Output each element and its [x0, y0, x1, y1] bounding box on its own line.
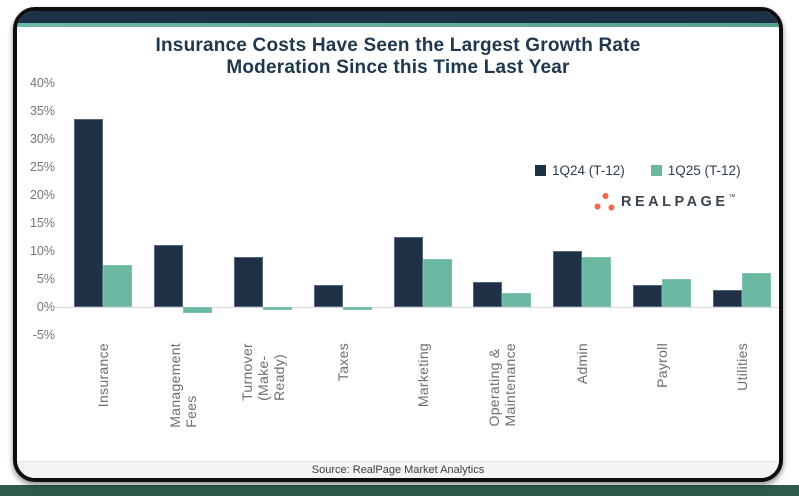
bar-1q24-marketing — [393, 237, 423, 307]
page-bottom-edge — [0, 485, 799, 496]
y-axis-tick-label: 15% — [29, 216, 55, 230]
realpage-logo-text: REALPAGE™ — [621, 193, 739, 210]
y-axis-tick-label: 0% — [36, 300, 55, 314]
legend-swatch-1q24 — [535, 165, 546, 176]
bar-1q25-payroll — [662, 279, 692, 307]
x-axis-label-taxes: Taxes — [334, 343, 351, 382]
legend-label-1q25: 1Q25 (T-12) — [667, 163, 741, 178]
chart-title: Insurance Costs Have Seen the Largest Gr… — [17, 35, 779, 79]
x-axis-label-insurance: Insurance — [94, 343, 111, 408]
bar-1q24-utilities — [713, 290, 743, 307]
bar-1q24-management — [153, 245, 183, 307]
y-axis-tick-label: 35% — [29, 104, 55, 118]
bar-1q25-taxes — [342, 307, 372, 310]
bar-1q25-management — [182, 307, 212, 313]
bar-1q24-insurance — [73, 119, 103, 307]
card-accent-line — [17, 23, 779, 27]
zero-axis-line — [55, 307, 779, 308]
x-axis-label-admin: Admin — [574, 343, 591, 385]
bar-1q24-turnover — [233, 256, 263, 307]
chart-legend: 1Q24 (T-12) 1Q25 (T-12) — [535, 163, 741, 178]
bar-1q24-operating- — [473, 281, 503, 307]
legend-item-1q25: 1Q25 (T-12) — [650, 163, 741, 178]
plot-area: 40% 35% 30% 25% 20% 15% 10% 5% 0% -5% Insurance Man… — [30, 76, 779, 428]
bar-1q25-operating- — [502, 293, 532, 307]
y-axis-tick-label: -5% — [32, 328, 55, 342]
chart-card: Insurance Costs Have Seen the Largest Gr… — [13, 7, 783, 482]
x-axis-label-marketing: Marketing — [414, 343, 431, 408]
legend-label-1q24: 1Q24 (T-12) — [552, 163, 625, 178]
bar-1q24-taxes — [313, 284, 343, 307]
y-axis-tick-label: 20% — [29, 188, 55, 202]
y-axis-tick-label: 25% — [29, 160, 55, 174]
x-axis-label-management: Management Fees — [166, 343, 199, 428]
source-text: Source: RealPage Market Analytics — [311, 464, 485, 476]
trademark-mark: ™ — [728, 193, 739, 201]
realpage-dots-icon — [594, 193, 615, 211]
legend-swatch-1q25 — [650, 165, 662, 176]
card-header-bar — [17, 11, 779, 23]
source-strip: Source: RealPage Market Analytics — [17, 461, 779, 478]
legend-item-1q24: 1Q24 (T-12) — [535, 163, 625, 178]
realpage-logo: REALPAGE™ — [594, 189, 739, 214]
bar-1q25-utilities — [742, 273, 772, 307]
y-axis-tick-label: 10% — [29, 244, 55, 258]
bar-1q24-admin — [553, 251, 583, 307]
y-axis-tick-label: 40% — [29, 76, 55, 90]
bar-1q25-admin — [582, 256, 612, 307]
x-axis-label-operating-: Operating & Maintenance — [486, 343, 519, 427]
x-axis-label-turnover: Turnover (Make-Ready) — [238, 343, 287, 401]
bar-1q25-insurance — [102, 265, 132, 307]
x-axis-label-payroll: Payroll — [654, 343, 671, 388]
chart-title-line1: Insurance Costs Have Seen the Largest Gr… — [155, 35, 641, 56]
chart-title-line2: Moderation Since this Time Last Year — [226, 57, 570, 78]
x-axis-label-utilities: Utilities — [734, 343, 751, 391]
bar-1q25-turnover — [262, 307, 292, 310]
y-axis-tick-label: 30% — [29, 132, 55, 146]
y-axis-tick-label: 5% — [36, 272, 55, 286]
bar-1q25-marketing — [422, 259, 452, 307]
bar-1q24-payroll — [633, 284, 663, 307]
